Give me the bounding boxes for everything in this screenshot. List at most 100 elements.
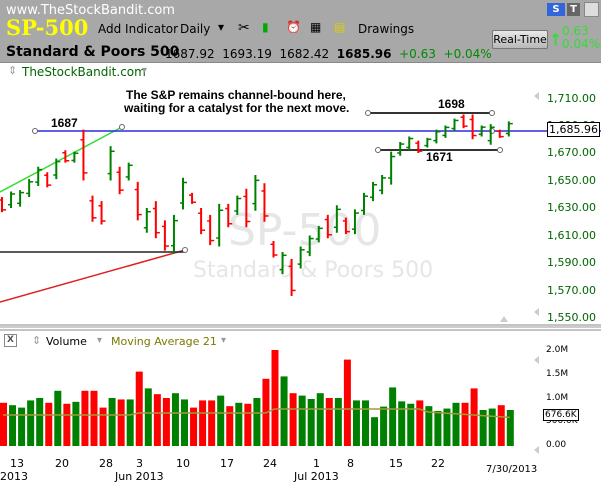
x-tick: 13: [10, 457, 24, 470]
volume-bar: [488, 408, 496, 446]
notes-icon[interactable]: ▤: [334, 20, 346, 34]
scroll-arrow-icon: [534, 308, 539, 316]
volume-bar: [325, 398, 333, 446]
annotation-line2[interactable]: waiting for a catalyst for the next move…: [124, 101, 350, 115]
open-value: 1687.92: [165, 47, 215, 61]
annotation-line1[interactable]: The S&P remains channel-bound here,: [126, 88, 346, 102]
volume-bar: [443, 408, 451, 446]
volume-bar: [18, 407, 26, 446]
watermark-name: Standard & Poors 500: [193, 258, 434, 283]
volume-bar: [126, 399, 134, 446]
y-tick: 1,670.00: [547, 146, 596, 159]
last-date-label: 7/30/2013: [486, 464, 538, 475]
chevron-down-icon[interactable]: ▾: [218, 20, 225, 34]
chart-type-icon[interactable]: ▮: [262, 20, 269, 34]
trendline-lower: [0, 249, 186, 303]
line-handle-icon: [365, 110, 371, 116]
symbol-label[interactable]: SP-500: [6, 15, 89, 40]
volume-bar: [289, 393, 297, 446]
chevron-down-icon[interactable]: ▾: [142, 65, 148, 76]
change-summary: 0.63 0.04%: [562, 25, 600, 51]
drag-handle-icon[interactable]: ⇕: [8, 64, 18, 77]
line-handle-icon: [119, 124, 125, 130]
volume-bar: [162, 398, 170, 446]
x-tick: 22: [431, 457, 445, 470]
period-dropdown[interactable]: Daily: [180, 22, 211, 36]
site-url[interactable]: www.TheStockBandit.com: [6, 3, 175, 18]
volume-bar: [199, 400, 207, 446]
volume-title[interactable]: Volume: [46, 335, 87, 348]
volume-bar: [63, 403, 71, 446]
up-arrow-icon: ↑: [549, 30, 563, 49]
scroll-arrow-icon: [534, 356, 539, 364]
y-tick: 1,570.00: [547, 284, 596, 297]
t-menu-button[interactable]: T: [567, 3, 580, 16]
panel-title[interactable]: TheStockBandit.com: [22, 65, 146, 79]
volume-bar: [54, 390, 62, 446]
close-volume-button[interactable]: X: [4, 334, 17, 347]
last-price-box: 1,685.96: [547, 122, 600, 137]
volume-bar: [135, 371, 143, 446]
volume-bar: [334, 398, 342, 446]
volume-bar: [0, 402, 7, 446]
y-tick: 1,610.00: [547, 229, 596, 242]
info-bar: [0, 42, 601, 63]
change-abs: 0.63: [562, 24, 589, 38]
scroll-arrow-icon: [534, 92, 539, 100]
volume-bar: [117, 399, 125, 446]
drawings-button[interactable]: Drawings: [358, 22, 415, 36]
volume-bar: [352, 400, 360, 446]
volume-bar: [271, 350, 279, 446]
label-1698[interactable]: 1698: [438, 97, 465, 111]
tools-icon[interactable]: ✂: [238, 20, 250, 36]
volume-bar: [479, 410, 487, 446]
volume-bar: [316, 393, 324, 446]
chevron-down-icon[interactable]: ▾: [221, 335, 227, 346]
ma-title[interactable]: Moving Average 21: [111, 335, 217, 348]
volume-bar: [217, 395, 225, 446]
ohlc-values: 1687.92 1693.19 1682.42 1685.96 +0.63 +0…: [165, 47, 492, 61]
volume-bar: [9, 405, 17, 446]
x-tick: 8: [347, 457, 354, 470]
y-tick: 1,650.00: [547, 174, 596, 187]
label-1687[interactable]: 1687: [51, 116, 78, 130]
volume-bar: [81, 390, 89, 446]
volume-bar: [398, 401, 406, 446]
change-value: +0.63: [399, 47, 436, 61]
save-icon[interactable]: [584, 2, 599, 17]
volume-bar: [461, 402, 469, 446]
label-1671[interactable]: 1671: [426, 150, 453, 164]
volume-bar: [181, 399, 188, 446]
volume-bar: [298, 395, 306, 446]
volume-bar: [407, 403, 415, 446]
x-tick: 24: [263, 457, 277, 470]
volume-bar: [371, 417, 379, 446]
volume-bar: [380, 406, 388, 446]
last-volume-box: 676.6K: [543, 409, 579, 421]
y-tick: 1,710.00: [547, 92, 596, 105]
drag-handle-icon[interactable]: ⇕: [32, 334, 42, 347]
trendline-upper: [0, 126, 123, 193]
high-value: 1693.19: [222, 47, 272, 61]
s-menu-button[interactable]: S: [547, 3, 565, 16]
vol-y-tick: 1.0M: [546, 393, 569, 403]
volume-bar: [253, 398, 261, 446]
alarm-icon[interactable]: ⏰: [286, 20, 301, 34]
volume-bar: [153, 394, 161, 446]
x-tick: 28: [99, 457, 113, 470]
moving-average-line: [3, 408, 510, 419]
close-value: 1685.96: [336, 47, 392, 61]
calendar-add-icon[interactable]: ▦: [310, 20, 322, 34]
x-month-label: 2013: [0, 470, 28, 483]
vol-y-tick: 500.0K: [546, 416, 578, 426]
volume-bar: [99, 407, 107, 446]
add-indicator-button[interactable]: Add Indicator: [98, 22, 179, 36]
volume-bar: [362, 400, 369, 446]
realtime-button[interactable]: Real-Time: [492, 30, 548, 49]
line-handle-icon: [375, 147, 381, 153]
chevron-down-icon[interactable]: ▾: [97, 335, 103, 346]
y-tick: 1,550.00: [547, 311, 596, 324]
volume-bar: [27, 400, 35, 446]
volume-bar: [280, 376, 288, 446]
